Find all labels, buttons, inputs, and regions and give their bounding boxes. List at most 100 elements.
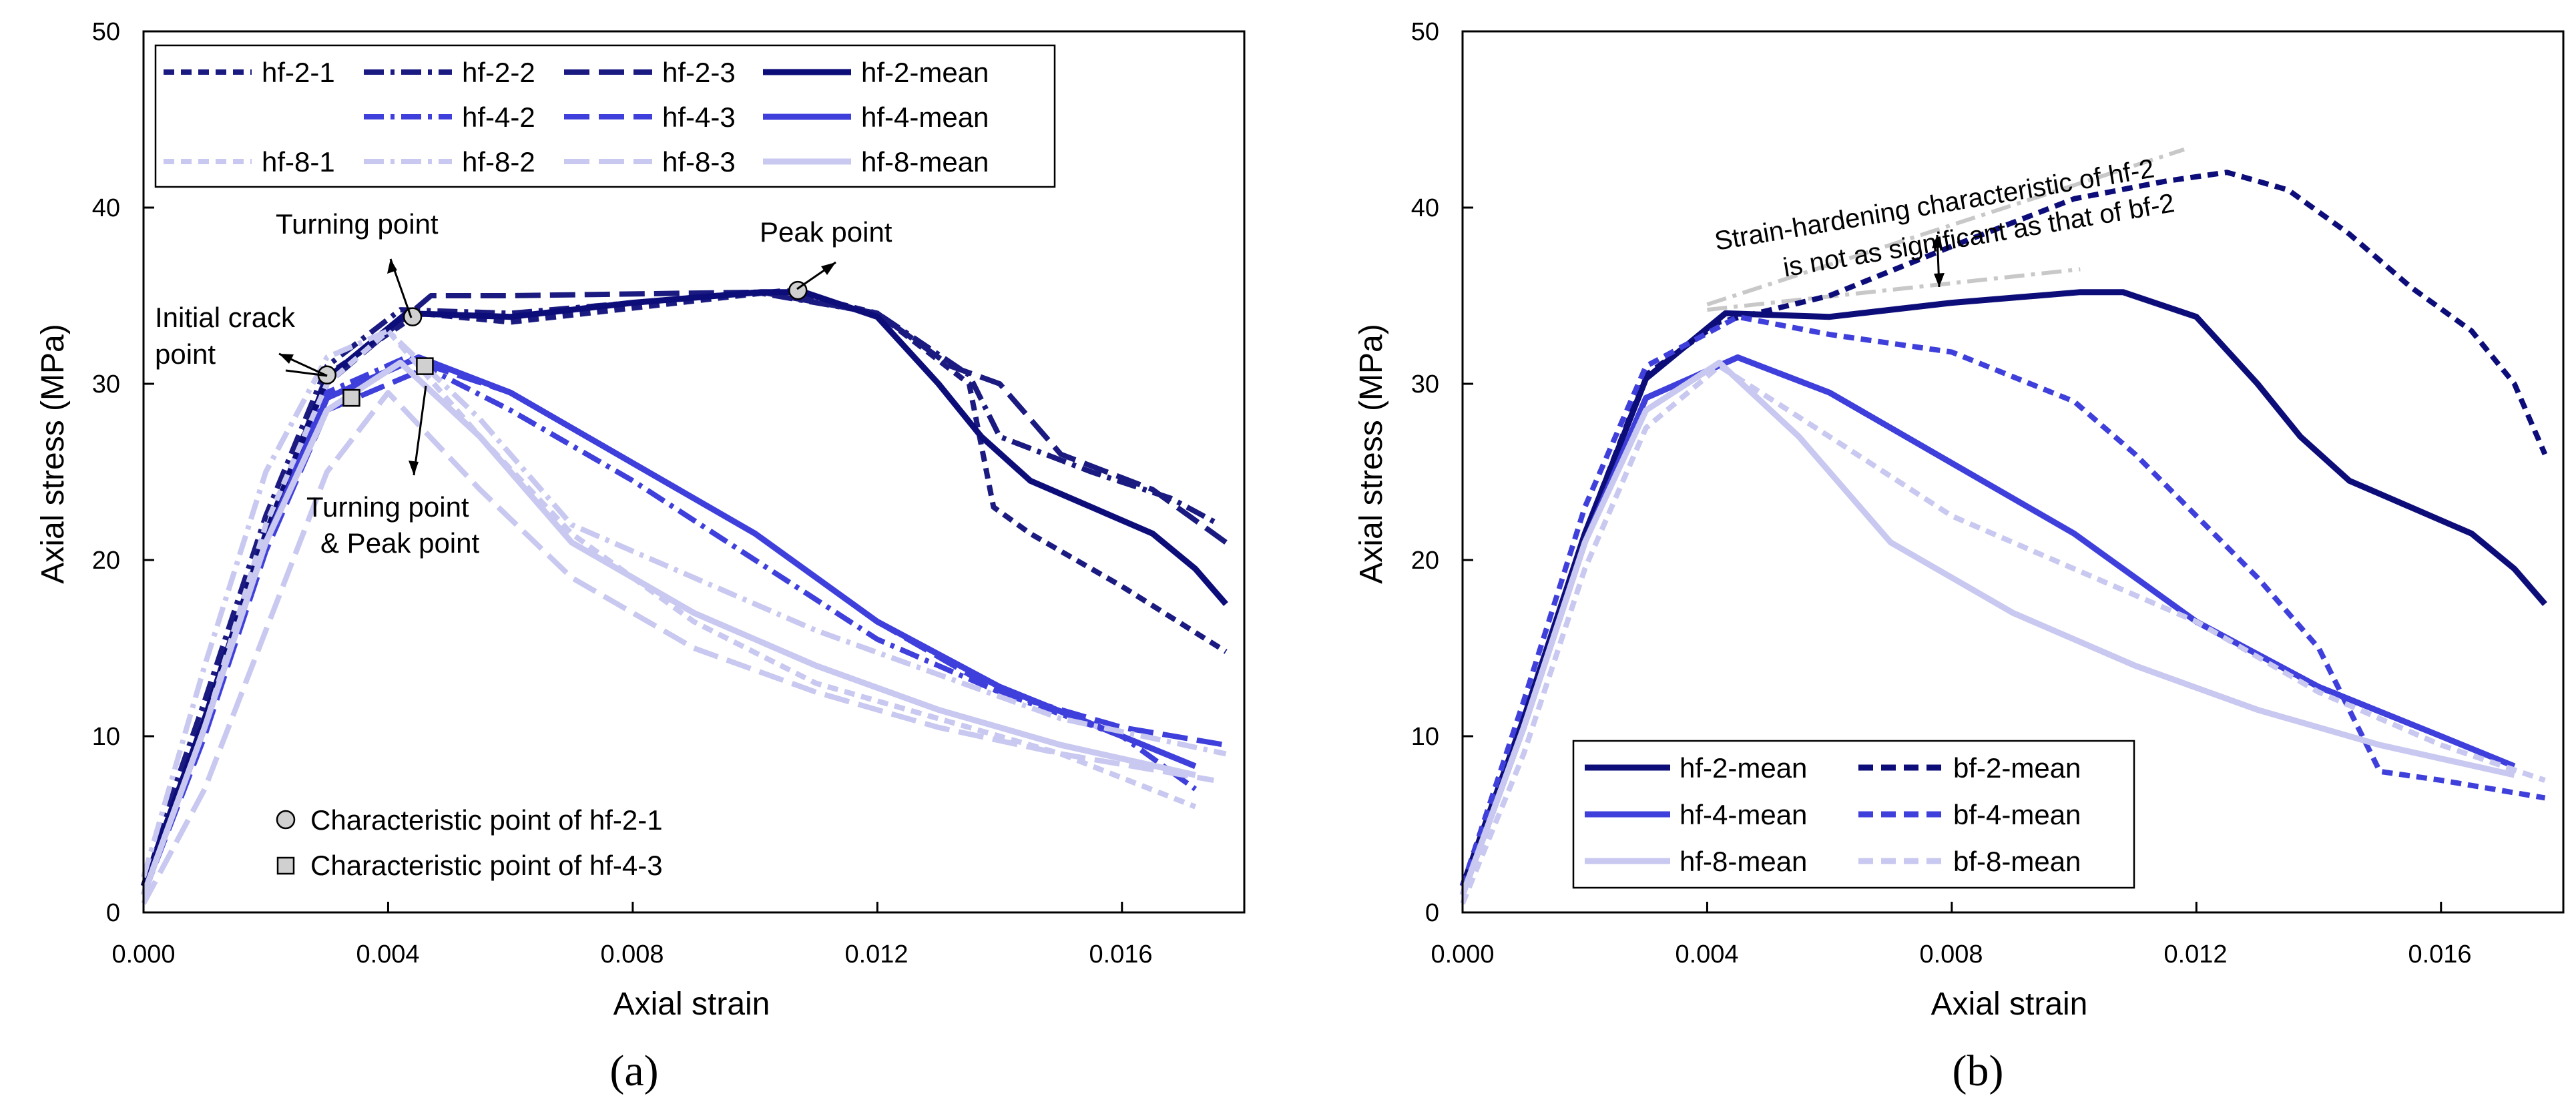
legend: hf-2-mean bf-2-mean hf-4-mean bf-4-mean … xyxy=(1572,740,2135,889)
y-tick-label: 10 xyxy=(92,723,120,751)
y-tick-label: 30 xyxy=(92,370,120,398)
series-line-bf-2-mean xyxy=(1460,170,2548,887)
legend-item: hf-2-2 xyxy=(364,57,535,88)
legend-item: hf-4-mean xyxy=(1585,799,1807,830)
y-axis-title: Axial stress (MPa) xyxy=(35,324,71,583)
legend: hf-2-1 hf-2-2 hf-2-3 hf-2-mean hf-4-2 hf… xyxy=(154,44,1056,188)
y-tick-label: 20 xyxy=(92,547,120,575)
y-tick-labels: 0 10 20 30 40 50 xyxy=(92,18,120,927)
series-layer xyxy=(1459,148,2548,905)
panel-label: (a) xyxy=(609,1047,658,1095)
arrowhead xyxy=(409,461,419,475)
x-tick-label: 0.000 xyxy=(111,940,175,968)
y-axis-title: Axial stress (MPa) xyxy=(1354,324,1389,583)
legend-marker-square xyxy=(276,856,295,875)
legend-label: hf-8-3 xyxy=(662,146,736,178)
annotation-hf43-peak-2: & Peak point xyxy=(320,527,479,559)
characteristic-point-circle xyxy=(403,307,423,326)
x-tick-labels: 0.000 0.004 0.008 0.012 0.016 xyxy=(1431,940,2471,968)
annotation-turning-point: Turning point xyxy=(276,208,439,240)
x-tick-label: 0.008 xyxy=(600,940,664,968)
legend-label: hf-4-mean xyxy=(861,101,989,133)
legend-label: hf-2-2 xyxy=(462,57,535,88)
x-tick-label: 0.000 xyxy=(1431,940,1494,968)
trend-line xyxy=(1706,148,2185,307)
legend-item: hf-2-mean xyxy=(1585,752,1807,784)
chart-panel-a: Axial stress (MPa) Axial strain (a) 0.00… xyxy=(35,18,1246,1095)
arrow-hf43-peak xyxy=(413,385,427,476)
legend-item: hf-4-mean xyxy=(763,101,989,133)
legend-label: hf-2-mean xyxy=(861,57,989,88)
x-tick-label: 0.012 xyxy=(844,940,908,968)
x-tick-label: 0.004 xyxy=(1675,940,1738,968)
legend-label: hf-8-2 xyxy=(462,146,535,178)
characteristic-point-square xyxy=(342,388,360,407)
annotation-peak-point: Peak point xyxy=(760,216,892,248)
legend-label: hf-4-mean xyxy=(1680,799,1807,830)
legend-label: hf-8-mean xyxy=(1680,846,1807,877)
legend-label: hf-4-3 xyxy=(662,101,736,133)
y-tick-label: 50 xyxy=(92,18,120,46)
annotation-initial-crack: Initial crack xyxy=(155,302,296,333)
legend-item: bf-4-mean xyxy=(1858,799,2081,830)
annotation-texts: Initial crack point Turning point Peak p… xyxy=(155,208,892,559)
arrowhead xyxy=(1934,273,1945,287)
legend-item: hf-2-1 xyxy=(164,57,335,88)
arrowhead xyxy=(279,354,294,364)
legend-label: bf-4-mean xyxy=(1953,799,2081,830)
legend-item: hf-8-mean xyxy=(763,146,989,178)
legend-label: Characteristic point of hf-4-3 xyxy=(310,850,663,881)
legend-item: hf-2-3 xyxy=(564,57,736,88)
series-line-bf-4-mean xyxy=(1460,314,2546,887)
y-tick-label: 20 xyxy=(1411,547,1439,575)
legend-label: hf-8-mean xyxy=(861,146,989,178)
legend-item: bf-8-mean xyxy=(1858,846,2081,877)
legend-label: hf-8-1 xyxy=(262,146,335,178)
legend-item: hf-4-3 xyxy=(564,101,736,133)
legend-label: hf-4-2 xyxy=(462,101,535,133)
arrowhead xyxy=(821,262,836,275)
x-axis-title: Axial strain xyxy=(613,987,770,1022)
x-tick-label: 0.008 xyxy=(1919,940,1983,968)
plot-frame xyxy=(142,30,1246,914)
marker-legend: Characteristic point of hf-2-1 Character… xyxy=(276,804,663,881)
y-tick-label: 30 xyxy=(1411,370,1439,398)
x-tick-label: 0.016 xyxy=(2408,940,2471,968)
x-tick-label: 0.016 xyxy=(1089,940,1152,968)
y-tick-label: 50 xyxy=(1411,18,1439,46)
x-tick-label: 0.004 xyxy=(356,940,419,968)
legend-item: hf-8-mean xyxy=(1585,846,1807,877)
legend-item: hf-8-1 xyxy=(164,146,335,178)
y-tick-labels: 0 10 20 30 40 50 xyxy=(1411,18,1439,927)
legend-item: hf-4-2 xyxy=(364,101,535,133)
y-tick-label: 0 xyxy=(1425,899,1439,927)
y-tick-label: 40 xyxy=(1411,194,1439,222)
arrowhead xyxy=(1932,235,1943,248)
x-tick-labels: 0.000 0.004 0.008 0.012 0.016 xyxy=(111,940,1152,968)
series-line-hf-8-3 xyxy=(141,390,1214,905)
y-tick-label: 10 xyxy=(1411,723,1439,751)
series-line-hf-2-mean xyxy=(1459,289,2547,887)
y-tick-label: 0 xyxy=(106,899,120,927)
annotation-hf43-peak: Turning point xyxy=(306,491,469,523)
legend-label: hf-2-mean xyxy=(1680,752,1807,784)
legend-label: bf-2-mean xyxy=(1953,752,2081,784)
legend-marker-circle xyxy=(276,810,296,830)
legend-label: hf-2-3 xyxy=(662,57,736,88)
arrowheads xyxy=(279,259,836,475)
x-tick-label: 0.012 xyxy=(2163,940,2227,968)
series-layer xyxy=(140,288,1228,905)
legend-item: bf-2-mean xyxy=(1858,752,2081,784)
arrow-initial-crack-2 xyxy=(285,369,328,377)
characteristic-point-square xyxy=(416,357,434,375)
legend-item: hf-8-2 xyxy=(364,146,535,178)
series-line-hf-8-2 xyxy=(141,328,1227,878)
arrowhead xyxy=(387,259,397,274)
panel-label: (b) xyxy=(1953,1047,2004,1095)
series-line-hf-8-1 xyxy=(141,328,1197,896)
legend-label: bf-8-mean xyxy=(1953,846,2081,877)
series-line-hf-8-mean xyxy=(140,359,1196,896)
legend-item: hf-8-3 xyxy=(564,146,736,178)
legend-label: Characteristic point of hf-2-1 xyxy=(310,804,663,836)
